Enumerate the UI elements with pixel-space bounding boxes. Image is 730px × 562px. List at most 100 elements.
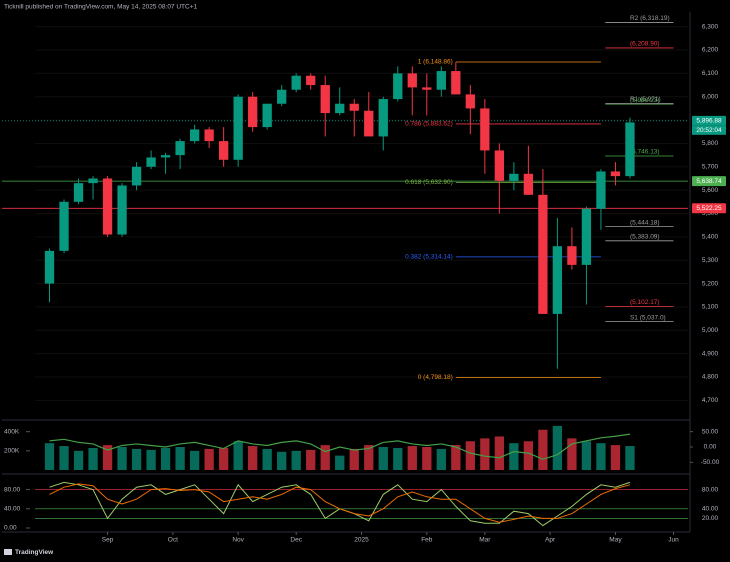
y-tick-label: 6,000 xyxy=(702,93,719,100)
x-tick-label: Feb xyxy=(421,537,433,544)
oscillator-tick-label: 0.00 xyxy=(704,444,717,451)
fib-label: 0.382 (5,314.14) xyxy=(405,254,453,261)
logo xyxy=(4,549,12,555)
x-tick-label: Jun xyxy=(668,537,679,544)
volume-bar xyxy=(364,445,374,470)
y-tick-label: 5,500 xyxy=(702,210,719,217)
oscillator-line xyxy=(49,433,631,460)
y-tick-label: 6,200 xyxy=(702,47,719,54)
candle-body xyxy=(494,150,504,181)
volume-bar xyxy=(393,447,403,470)
oscillator-tick-label: 50.00 xyxy=(702,428,719,435)
stoch-tick-label-right: 40.00 xyxy=(702,506,719,513)
candle-body xyxy=(277,89,287,104)
volume-tick-label: 400K xyxy=(4,428,20,435)
stoch-tick-label: 40.00 xyxy=(4,506,21,513)
y-tick-label: 5,800 xyxy=(702,140,719,147)
stoch-tick-label: 0.00 xyxy=(4,525,17,532)
volume-bar xyxy=(73,450,84,470)
volume-bar xyxy=(465,441,475,470)
x-tick-label: May xyxy=(609,537,622,544)
candle-body xyxy=(233,96,243,160)
candle-body xyxy=(219,141,229,160)
header: Ticknill published on TradingView.com, M… xyxy=(4,4,198,11)
candle-body xyxy=(102,178,113,235)
candle-body xyxy=(175,141,185,156)
volume-bar xyxy=(248,446,258,470)
volume-bar xyxy=(175,447,185,470)
stoch-tick-label-right: 80.00 xyxy=(702,486,719,493)
volume-tick-label: 200K xyxy=(4,448,20,455)
y-tick-label: 4,900 xyxy=(702,350,719,357)
volume-bar xyxy=(291,450,301,470)
volume-bar xyxy=(219,447,229,470)
candle-body xyxy=(436,71,446,90)
volume-bar xyxy=(131,448,142,470)
x-tick-label: Mar xyxy=(479,537,491,544)
stoch-tick-label-right: 20.00 xyxy=(702,515,719,522)
candle-body xyxy=(189,129,200,142)
fib-label: 0 (4,798.18) xyxy=(418,374,453,381)
x-tick-label: Nov xyxy=(232,537,244,544)
volume-bar xyxy=(567,438,577,470)
stoch-tick-label: 80.00 xyxy=(4,486,21,493)
candle-body xyxy=(335,103,345,114)
candle-body xyxy=(407,73,417,88)
footer: TradingView xyxy=(15,549,54,556)
candle-body xyxy=(131,166,142,186)
volume-bar xyxy=(117,447,127,470)
price-tag-label: 5,638.74 xyxy=(696,178,722,185)
price-tag xyxy=(692,203,726,214)
candle-body xyxy=(509,173,519,181)
y-tick-label: 5,100 xyxy=(702,304,719,311)
volume-bar xyxy=(160,447,171,470)
candle-body xyxy=(204,129,214,142)
y-tick-label: 5,600 xyxy=(702,187,719,194)
volume-bar xyxy=(88,447,98,470)
fib-label: 0.618 (5,632.90) xyxy=(405,179,453,186)
volume-bar xyxy=(335,455,345,470)
candle-body xyxy=(306,75,316,86)
y-tick-label: 6,300 xyxy=(702,23,719,30)
y-tick-label: 4,800 xyxy=(702,374,719,381)
candle-body xyxy=(291,75,301,90)
volume-bar xyxy=(451,445,461,470)
candle-body xyxy=(248,96,258,128)
candle-body xyxy=(59,201,69,251)
candle-body xyxy=(523,173,534,195)
volume-bar xyxy=(509,443,519,470)
candle-body xyxy=(262,103,272,128)
candle-body xyxy=(625,122,635,177)
pivot-label: S1 (5,037.0) xyxy=(630,314,666,321)
volume-bar xyxy=(204,448,214,470)
candle-body xyxy=(567,246,577,265)
volume-bar xyxy=(233,441,243,470)
pivot-label: (5,444.18) xyxy=(630,219,660,226)
countdown-box xyxy=(692,125,726,135)
candle-body xyxy=(88,178,98,184)
volume-bar xyxy=(596,443,606,470)
volume-bar xyxy=(102,445,113,470)
y-tick-label: 5,200 xyxy=(702,280,719,287)
candle-body xyxy=(117,185,127,235)
volume-bar xyxy=(422,447,432,470)
volume-bar xyxy=(349,448,359,470)
candle-body xyxy=(552,246,563,314)
price-tag xyxy=(692,115,726,126)
stoch-line xyxy=(49,483,631,523)
volume-bar xyxy=(306,449,316,470)
pivot-label: (5,746.13) xyxy=(630,149,660,156)
candle-body xyxy=(480,108,490,151)
candle-body xyxy=(320,85,330,114)
volume-bar xyxy=(146,449,156,470)
candle-body xyxy=(44,250,55,284)
price-tag-label: 5,896.88 xyxy=(696,118,722,125)
volume-bar xyxy=(523,441,534,470)
candle-body xyxy=(422,87,432,90)
volume-bar xyxy=(538,429,548,470)
candle-body xyxy=(73,183,84,202)
volume-bar xyxy=(407,446,417,470)
pivot-label: (6,208.90) xyxy=(630,41,660,48)
